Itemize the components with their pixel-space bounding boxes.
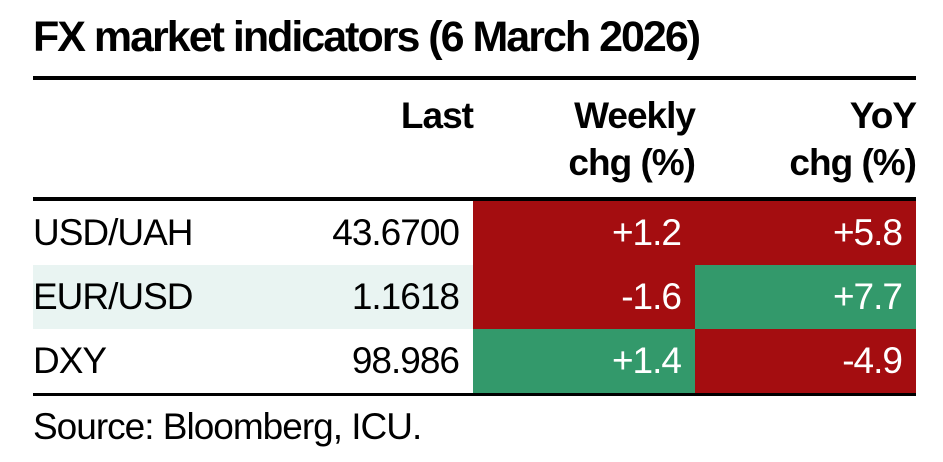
footer-divider bbox=[33, 393, 916, 396]
header-yoy-chg: YoY chg (%) bbox=[695, 92, 917, 186]
table-body: USD/UAH 43.6700 +1.2 +5.8 EUR/USD 1.1618… bbox=[33, 201, 916, 393]
weekly-chg-cell: +1.2 bbox=[473, 201, 695, 265]
yoy-chg-cell: +7.7 bbox=[695, 265, 916, 329]
header-weekly-chg: Weekly chg (%) bbox=[473, 92, 696, 186]
header-last: Last bbox=[273, 92, 474, 186]
row-label: USD/UAH bbox=[33, 212, 194, 253]
header-weekly-line1: Weekly bbox=[574, 95, 696, 136]
last-value: 43.6700 bbox=[332, 212, 460, 253]
weekly-chg-cell: +1.4 bbox=[473, 329, 695, 393]
row-label: DXY bbox=[33, 340, 107, 381]
yoy-chg-cell: +5.8 bbox=[695, 201, 916, 265]
header-yoy-line1: YoY bbox=[849, 95, 917, 136]
header-weekly-line2: chg (%) bbox=[568, 142, 696, 183]
header-yoy-line2: chg (%) bbox=[789, 142, 917, 183]
header-last-label: Last bbox=[400, 95, 474, 136]
table-row: EUR/USD 1.1618 -1.6 +7.7 bbox=[33, 265, 916, 329]
header-instrument bbox=[33, 92, 273, 186]
yoy-chg-cell: -4.9 bbox=[695, 329, 916, 393]
row-label: EUR/USD bbox=[33, 265, 273, 329]
last-value: 1.1618 bbox=[273, 265, 473, 329]
header-divider bbox=[33, 197, 916, 201]
weekly-chg-cell: -1.6 bbox=[473, 265, 695, 329]
table-row: USD/UAH 43.6700 +1.2 +5.8 bbox=[33, 201, 916, 265]
page-title: FX market indicators (6 March 2026) bbox=[33, 13, 701, 61]
table-header-row: Last Weekly chg (%) YoY chg (%) bbox=[33, 92, 917, 186]
title-divider bbox=[33, 76, 916, 80]
source-note: Source: Bloomberg, ICU. bbox=[33, 406, 422, 447]
table-row: DXY 98.986 +1.4 -4.9 bbox=[33, 329, 916, 393]
last-value: 98.986 bbox=[351, 340, 460, 381]
